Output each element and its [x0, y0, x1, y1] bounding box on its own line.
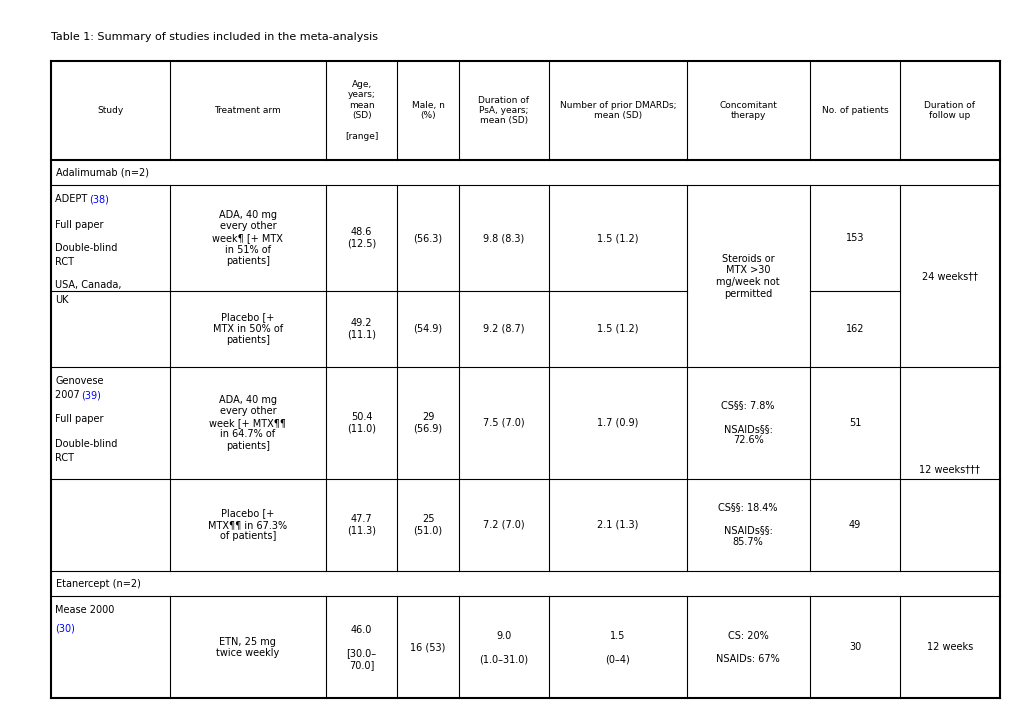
Text: Duration of
follow up: Duration of follow up — [923, 101, 974, 120]
Text: 7.5 (7.0): 7.5 (7.0) — [483, 418, 524, 428]
Text: 16 (53): 16 (53) — [410, 642, 445, 652]
Text: 9.0

(1.0–31.0): 9.0 (1.0–31.0) — [479, 631, 528, 664]
Text: (56.3): (56.3) — [413, 233, 442, 243]
Text: Treatment arm: Treatment arm — [214, 106, 281, 115]
Text: (30): (30) — [55, 624, 74, 634]
Text: USA, Canada,: USA, Canada, — [55, 281, 121, 290]
Text: No. of patients: No. of patients — [821, 106, 888, 115]
Text: Genovese: Genovese — [55, 376, 104, 386]
Text: 2.1 (1.3): 2.1 (1.3) — [596, 520, 638, 530]
Text: 12 weeks: 12 weeks — [926, 642, 972, 652]
Text: 49.2
(11.1): 49.2 (11.1) — [346, 318, 376, 340]
Text: Placebo [+
MTX in 50% of
patients]: Placebo [+ MTX in 50% of patients] — [213, 312, 282, 346]
Text: ADEPT: ADEPT — [55, 194, 91, 204]
Text: 2007: 2007 — [55, 390, 83, 400]
Text: 1.5 (1.2): 1.5 (1.2) — [596, 233, 638, 243]
Text: 29
(56.9): 29 (56.9) — [413, 412, 442, 433]
Text: CS§§: 18.4%

NSAIDs§§:
85.7%: CS§§: 18.4% NSAIDs§§: 85.7% — [717, 503, 777, 547]
Text: (38): (38) — [89, 194, 108, 204]
Text: Study: Study — [97, 106, 123, 115]
Text: 46.0

[30.0–
70.0]: 46.0 [30.0– 70.0] — [346, 625, 376, 670]
Text: (54.9): (54.9) — [413, 324, 442, 334]
Text: ADA, 40 mg
every other
week [+ MTX¶¶
in 64.7% of
patients]: ADA, 40 mg every other week [+ MTX¶¶ in … — [209, 395, 286, 451]
Text: Full paper: Full paper — [55, 220, 104, 230]
Text: Concomitant
therapy: Concomitant therapy — [718, 101, 776, 120]
Text: 1.5 (1.2): 1.5 (1.2) — [596, 324, 638, 334]
Text: (39): (39) — [82, 390, 101, 400]
Text: Full paper: Full paper — [55, 414, 104, 424]
Text: 24 weeks††: 24 weeks†† — [921, 271, 977, 282]
Text: 50.4
(11.0): 50.4 (11.0) — [346, 412, 376, 433]
Text: UK: UK — [55, 295, 68, 305]
Text: Table 1: Summary of studies included in the meta-analysis: Table 1: Summary of studies included in … — [51, 32, 378, 42]
Text: 25
(51.0): 25 (51.0) — [413, 514, 442, 536]
Text: Mease 2000: Mease 2000 — [55, 605, 114, 615]
Text: RCT: RCT — [55, 454, 74, 464]
Text: Placebo [+
MTX¶¶ in 67.3%
of patients]: Placebo [+ MTX¶¶ in 67.3% of patients] — [208, 508, 287, 541]
Text: ETN, 25 mg
twice weekly: ETN, 25 mg twice weekly — [216, 636, 279, 658]
Text: 153: 153 — [845, 233, 863, 243]
Text: 7.2 (7.0): 7.2 (7.0) — [483, 520, 524, 530]
Text: 47.7
(11.3): 47.7 (11.3) — [346, 514, 376, 536]
Text: Double-blind: Double-blind — [55, 439, 117, 449]
Text: Duration of
PsA, years;
mean (SD): Duration of PsA, years; mean (SD) — [478, 96, 529, 125]
Text: Male, n
(%): Male, n (%) — [412, 101, 444, 120]
Text: Double-blind: Double-blind — [55, 243, 117, 253]
Text: CS§§: 7.8%

NSAIDs§§:
72.6%: CS§§: 7.8% NSAIDs§§: 72.6% — [720, 400, 774, 445]
Text: 48.6
(12.5): 48.6 (12.5) — [346, 228, 376, 249]
Text: ADA, 40 mg
every other
week¶ [+ MTX
in 51% of
patients]: ADA, 40 mg every other week¶ [+ MTX in 5… — [212, 210, 283, 266]
Text: 162: 162 — [845, 324, 863, 334]
Text: 12 weeks†††: 12 weeks††† — [918, 464, 979, 474]
Text: 1.7 (0.9): 1.7 (0.9) — [596, 418, 638, 428]
Text: 49: 49 — [848, 520, 860, 530]
Text: CS: 20%

NSAIDs: 67%: CS: 20% NSAIDs: 67% — [715, 631, 780, 664]
Text: Adalimumab (n=2): Adalimumab (n=2) — [56, 168, 149, 178]
Text: Etanercept (n=2): Etanercept (n=2) — [56, 579, 141, 589]
Text: Age,
years;
mean
(SD)

[range]: Age, years; mean (SD) [range] — [344, 80, 378, 141]
Text: 1.5

(0–4): 1.5 (0–4) — [605, 631, 630, 664]
Text: RCT: RCT — [55, 258, 74, 267]
Text: 30: 30 — [848, 642, 860, 652]
Text: Number of prior DMARDs;
mean (SD): Number of prior DMARDs; mean (SD) — [559, 101, 676, 120]
Text: 9.8 (8.3): 9.8 (8.3) — [483, 233, 524, 243]
Text: Steroids or
MTX >30
mg/week not
permitted: Steroids or MTX >30 mg/week not permitte… — [715, 254, 780, 299]
Text: 9.2 (8.7): 9.2 (8.7) — [483, 324, 524, 334]
Text: 51: 51 — [848, 418, 860, 428]
